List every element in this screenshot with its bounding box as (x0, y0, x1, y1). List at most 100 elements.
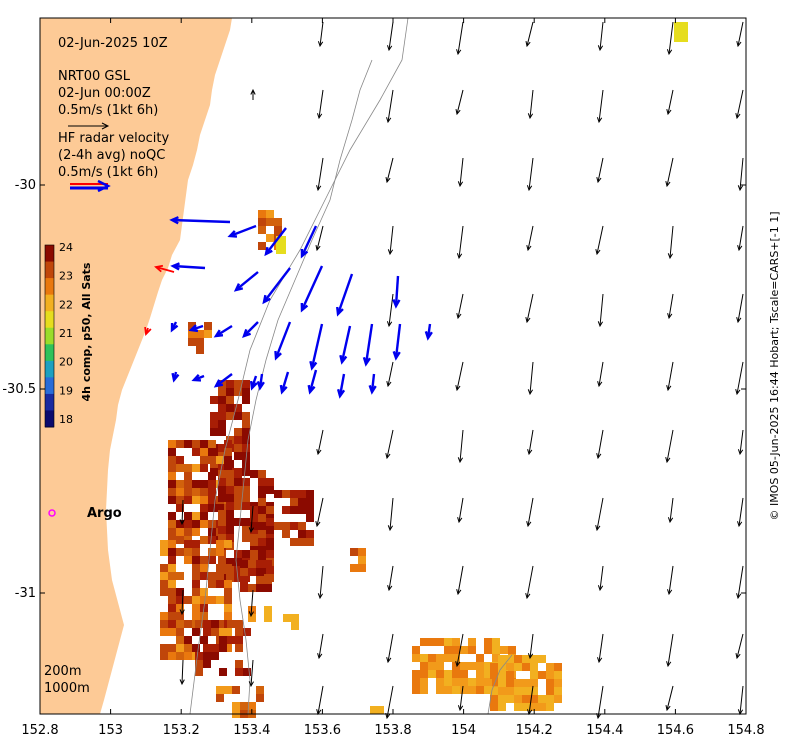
sst-pixel (184, 636, 192, 644)
model-arrow (665, 157, 674, 188)
colorbar-segment (45, 360, 54, 378)
x-tick-label: 153.2 (163, 723, 200, 738)
sst-pixel (184, 520, 192, 528)
colorbar-tick-label: 19 (59, 384, 73, 397)
sst-pixel (176, 596, 184, 604)
sst-pixel (452, 638, 460, 646)
sst-pixel (492, 678, 500, 686)
hf-radar-arrow (169, 216, 231, 225)
sst-pixel (248, 560, 256, 568)
sst-pixel (192, 448, 200, 456)
sst-pixel (195, 668, 203, 676)
sst-pixel (242, 380, 250, 388)
sst-pixel (168, 480, 176, 488)
sst-pixel (160, 548, 168, 556)
sst-pixel (242, 388, 250, 396)
sst-pixel (204, 330, 212, 338)
hf-ref-label: 0.5m/s (1kt 6h) (58, 165, 158, 180)
hf-radar-arrow (392, 323, 402, 361)
sst-pixel (195, 652, 203, 660)
sst-pixel (522, 655, 530, 663)
sst-pixel (224, 440, 232, 448)
model-arrow (179, 589, 185, 616)
sst-pixel (264, 584, 272, 592)
sst-pixel (468, 662, 476, 670)
sst-pixel (168, 596, 176, 604)
sst-pixel (218, 558, 226, 566)
sst-pixel (168, 448, 176, 456)
sst-pixel (258, 210, 266, 218)
sst-pixel (234, 478, 242, 486)
sst-pixel (290, 538, 298, 546)
sst-pixel (276, 236, 286, 254)
sst-pixel (412, 646, 420, 654)
sst-pixel (490, 695, 498, 703)
sst-pixel (234, 388, 242, 396)
sst-pixel (200, 480, 208, 488)
model-arrow (386, 633, 394, 664)
sst-pixel (200, 520, 208, 528)
model-arrow (526, 157, 534, 192)
sst-pixel (224, 596, 232, 604)
sst-pixel (218, 428, 226, 436)
sst-pixel (188, 330, 196, 338)
colorbar-segment (45, 245, 54, 263)
sst-pixel (208, 448, 216, 456)
sst-pixel (266, 478, 274, 486)
sst-pixel (243, 668, 251, 676)
sst-pixel (208, 480, 216, 488)
sst-pixel (235, 628, 243, 636)
sst-pixel (192, 464, 200, 472)
sst-pixel (250, 522, 258, 530)
sst-pixel (242, 420, 250, 428)
sst-pixel (484, 678, 492, 686)
sst-pixel (168, 588, 176, 596)
model-arrow (735, 633, 744, 660)
model-arrow (457, 497, 464, 524)
sst-pixel (218, 396, 226, 404)
sst-pixel (224, 580, 232, 588)
sst-pixel (200, 496, 208, 504)
sst-pixel (306, 530, 314, 538)
model-arrow (737, 225, 744, 252)
sst-pixel (208, 548, 216, 556)
sst-pixel (218, 510, 226, 518)
sst-pixel (506, 655, 514, 663)
sst-pixel (242, 428, 250, 436)
model-arrow (595, 225, 604, 256)
sst-pixel (258, 218, 266, 226)
model-arrow (456, 21, 464, 56)
sst-pixel (258, 478, 266, 486)
model-arrow (316, 157, 324, 192)
sst-pixel (248, 702, 256, 710)
sst-pixel (184, 652, 192, 660)
x-tick-label: 154 (451, 723, 476, 738)
model-arrow (735, 361, 744, 396)
sst-pixel (298, 522, 306, 530)
model-arrow (457, 685, 464, 712)
sst-pixel (290, 522, 298, 530)
sst-pixel (242, 534, 250, 542)
sst-pixel (224, 448, 232, 456)
sst-pixel (452, 646, 460, 654)
product-time-label: 02-Jun 00:00Z (58, 86, 151, 101)
hf-radar-arrow (170, 321, 179, 333)
sst-pixel (266, 526, 274, 534)
sst-pixel (256, 568, 264, 576)
sst-pixel (216, 456, 224, 464)
sst-pixel (200, 488, 208, 496)
hf-label-2: (2-4h avg) noQC (58, 148, 165, 163)
sst-pixel (226, 396, 234, 404)
sst-pixel (266, 506, 274, 514)
sst-pixel (176, 528, 184, 536)
sst-pixel (428, 662, 436, 670)
sst-pixel (176, 520, 184, 528)
sst-pixel (420, 654, 428, 662)
sst-pixel (256, 560, 264, 568)
sst-pixel (196, 330, 204, 338)
x-axis-ticks: 152.8 153 153.2 153.4 153.6 153.8 154 154.2 154.… (21, 18, 765, 738)
sst-pixel (436, 662, 444, 670)
sst-pixel (184, 488, 192, 496)
sst-pixel (192, 604, 200, 612)
